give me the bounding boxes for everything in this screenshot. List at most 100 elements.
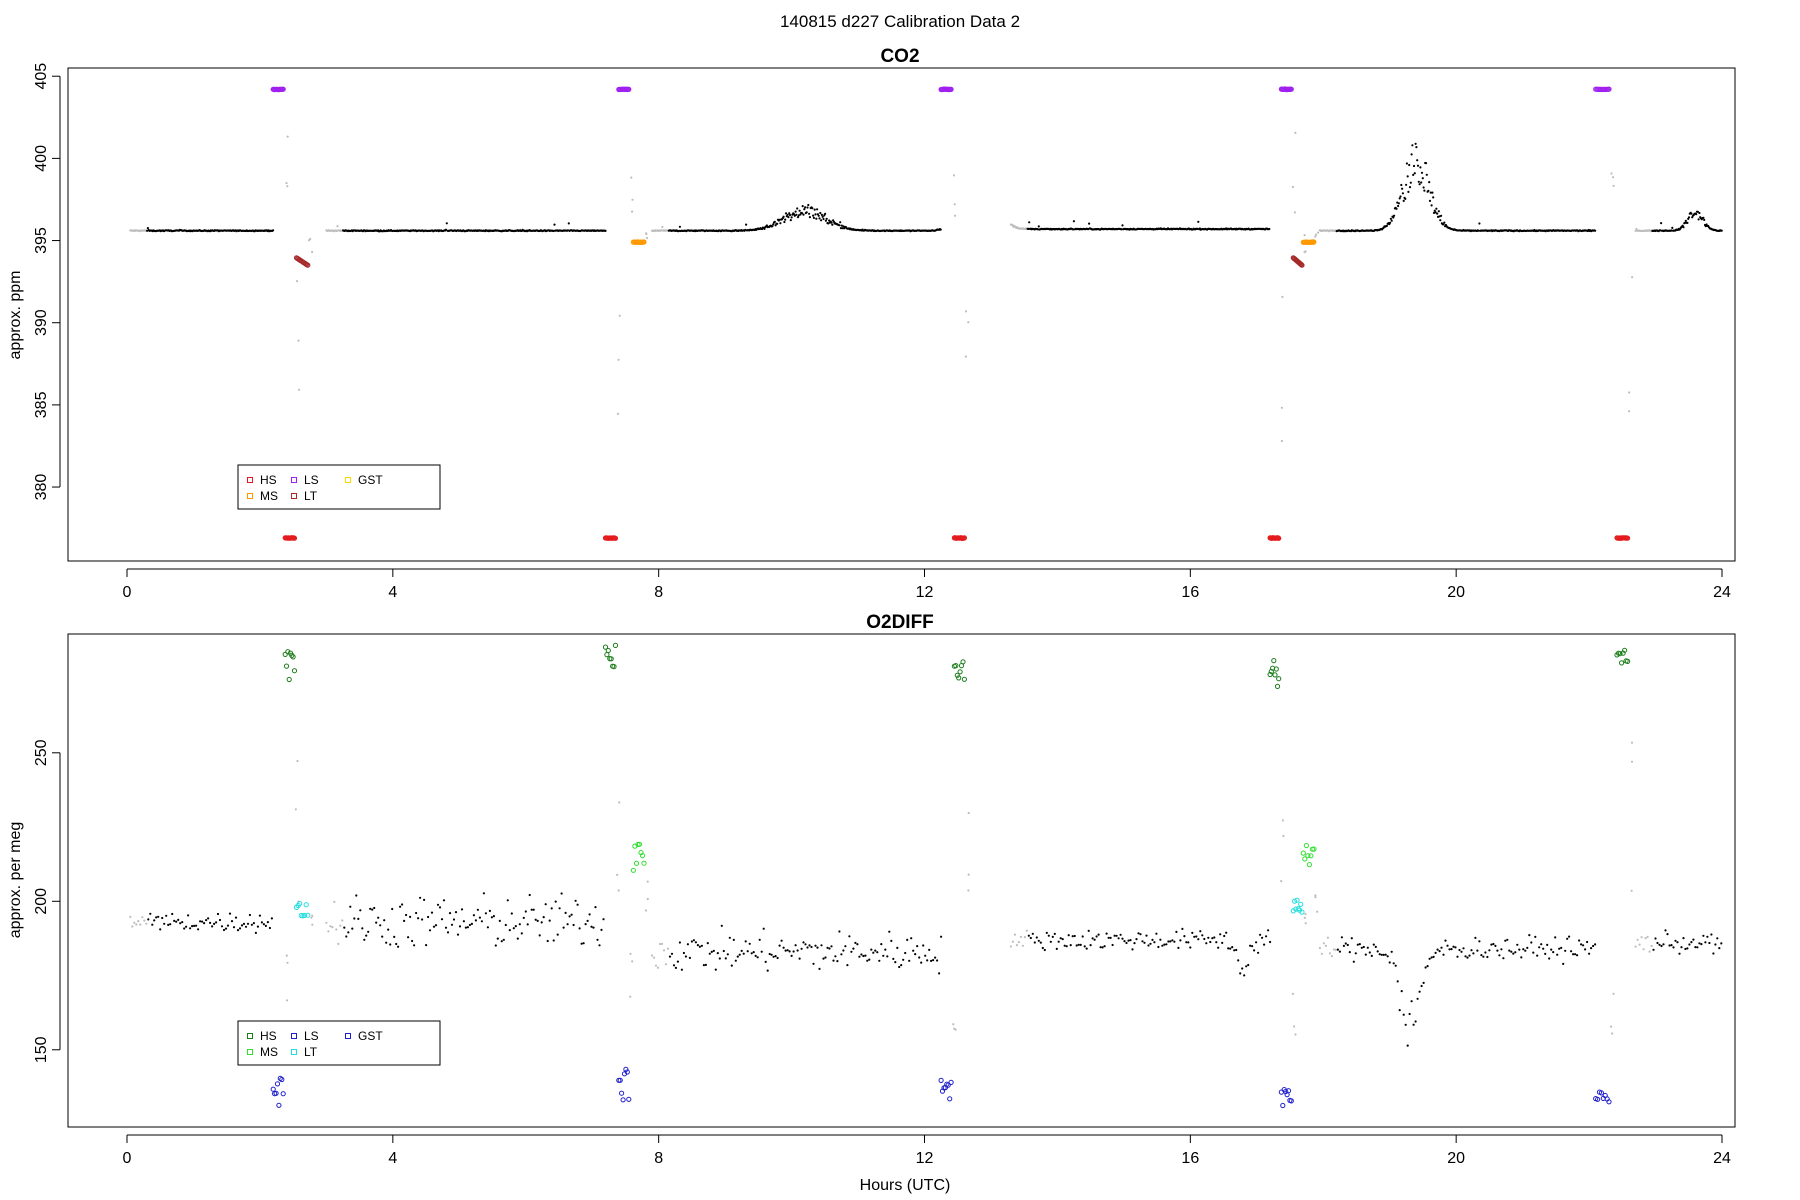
data-point — [258, 914, 261, 917]
data-point — [1703, 218, 1706, 221]
data-point — [1450, 948, 1453, 951]
data-point — [383, 919, 386, 922]
data-point — [1095, 935, 1098, 938]
data-point — [197, 928, 200, 931]
data-point — [1536, 954, 1539, 957]
data-point — [750, 952, 753, 955]
data-point — [1231, 946, 1234, 949]
data-point — [1462, 947, 1465, 950]
data-point — [588, 913, 591, 916]
data-point — [1474, 936, 1477, 940]
data-point — [686, 943, 690, 946]
data-point — [1017, 941, 1021, 944]
calibration-point-hs — [290, 654, 296, 660]
calibration-point-ls — [617, 1077, 623, 1083]
data-point — [1401, 192, 1404, 195]
data-point — [1696, 210, 1699, 213]
data-point — [1389, 221, 1392, 224]
data-point — [480, 920, 483, 923]
data-point — [544, 903, 547, 906]
data-point — [1672, 946, 1675, 949]
data-point — [850, 950, 853, 953]
calibration-point-ls — [938, 1077, 944, 1084]
data-point — [1324, 944, 1327, 948]
data-point — [1121, 224, 1124, 227]
data-point — [566, 923, 569, 926]
data-point — [1443, 221, 1446, 224]
data-point — [141, 916, 144, 919]
data-point — [336, 225, 339, 228]
data-point — [419, 896, 422, 899]
data-point — [1322, 942, 1325, 945]
data-point — [594, 906, 597, 909]
data-point — [220, 925, 224, 928]
data-point — [813, 208, 816, 211]
data-point — [661, 225, 664, 229]
data-point — [496, 937, 499, 940]
data-point — [894, 961, 897, 964]
data-point — [874, 949, 877, 952]
data-point — [694, 941, 698, 944]
data-point — [1437, 210, 1440, 213]
data-point — [932, 959, 935, 962]
data-point — [841, 227, 844, 230]
data-point — [1201, 934, 1204, 937]
transition-point — [618, 314, 621, 317]
data-point — [215, 921, 218, 924]
data-point — [1687, 216, 1691, 219]
data-point — [764, 960, 767, 964]
calibration-point-hs — [605, 647, 611, 654]
data-point — [552, 939, 555, 942]
legend-key-ls — [291, 477, 297, 483]
data-point — [1456, 955, 1459, 958]
legend-label-hs: HS — [260, 1029, 277, 1043]
data-point — [1480, 954, 1483, 957]
data-point — [1175, 930, 1178, 934]
x-tick-label: 12 — [916, 584, 934, 601]
transition-point — [1630, 760, 1634, 763]
data-point — [355, 894, 358, 897]
data-point — [1564, 949, 1567, 952]
data-point — [839, 227, 843, 230]
data-point — [1410, 1000, 1413, 1003]
data-point — [175, 920, 178, 923]
data-point — [329, 925, 332, 928]
transition-point — [631, 960, 634, 963]
data-point — [738, 953, 741, 956]
data-point — [173, 919, 176, 923]
transition-point — [646, 897, 649, 901]
calibration-point-ls — [623, 1066, 629, 1073]
data-point — [796, 207, 799, 210]
calibration-point-ls — [626, 86, 632, 92]
calibration-point-ls — [947, 1096, 953, 1102]
data-point — [1658, 943, 1661, 946]
data-point — [446, 931, 450, 934]
y-tick-label: 395 — [33, 227, 50, 254]
transition-point — [1314, 233, 1318, 236]
x-tick-label: 4 — [388, 1150, 397, 1167]
data-point — [1207, 936, 1210, 939]
data-point — [876, 951, 879, 954]
data-point — [1011, 940, 1015, 943]
data-point — [1452, 945, 1455, 948]
data-point — [409, 915, 412, 919]
data-point — [1468, 954, 1471, 957]
data-point — [1267, 929, 1270, 932]
transition-point — [1628, 391, 1631, 394]
data-point — [1336, 948, 1339, 951]
data-point — [936, 959, 939, 962]
data-point — [1440, 214, 1443, 217]
data-point — [822, 957, 825, 960]
data-point — [179, 922, 182, 925]
data-point — [1430, 204, 1433, 207]
data-point — [331, 926, 334, 929]
data-point — [143, 919, 146, 922]
transition-point — [1316, 231, 1320, 234]
data-point — [232, 926, 236, 929]
data-point — [1420, 181, 1423, 184]
data-point — [1263, 943, 1266, 946]
data-point — [1089, 944, 1092, 947]
data-point — [1406, 1044, 1409, 1047]
data-point — [664, 963, 668, 966]
data-point — [1115, 934, 1118, 937]
